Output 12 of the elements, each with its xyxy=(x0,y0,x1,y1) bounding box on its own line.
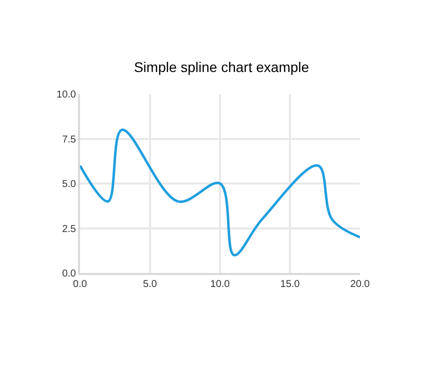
y-tick-label: 2.5 xyxy=(62,224,76,235)
x-tick-label: 15.0 xyxy=(280,279,300,290)
x-tick-label: 20.0 xyxy=(350,279,370,290)
y-tick-label: 0.0 xyxy=(62,268,76,280)
x-tick-label: 5.0 xyxy=(143,279,158,290)
y-tick-label: 7.5 xyxy=(62,134,76,146)
chart-title: Simple spline chart example xyxy=(134,58,310,75)
line-series xyxy=(80,128,360,256)
y-tick-label: 10.0 xyxy=(56,90,76,100)
x-tick-label: 10.0 xyxy=(210,279,230,290)
y-tick-label: 5.0 xyxy=(62,179,76,190)
x-tick-label: 0.0 xyxy=(73,279,88,290)
